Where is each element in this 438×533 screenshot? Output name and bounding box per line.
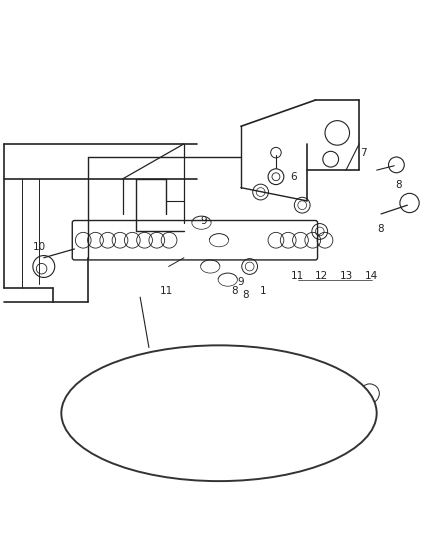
Text: 8: 8 <box>231 286 238 296</box>
Text: 6: 6 <box>290 172 297 182</box>
Text: 8: 8 <box>242 290 249 300</box>
FancyBboxPatch shape <box>72 221 318 260</box>
Text: 13: 13 <box>339 271 353 281</box>
Ellipse shape <box>61 345 377 481</box>
Text: 10: 10 <box>33 242 46 252</box>
Text: 8: 8 <box>378 224 385 235</box>
Text: 1: 1 <box>259 286 266 296</box>
Text: 8: 8 <box>395 181 402 190</box>
Text: 3: 3 <box>165 373 172 383</box>
Text: 9: 9 <box>200 215 207 225</box>
Text: 11: 11 <box>160 286 173 296</box>
Text: 11: 11 <box>291 271 304 281</box>
Text: 12: 12 <box>315 271 328 281</box>
Text: 7: 7 <box>360 148 367 158</box>
Text: 4: 4 <box>91 398 98 408</box>
Text: 5: 5 <box>202 398 209 408</box>
Text: 2: 2 <box>99 369 106 379</box>
Text: 9: 9 <box>237 277 244 287</box>
Text: 14: 14 <box>365 271 378 281</box>
